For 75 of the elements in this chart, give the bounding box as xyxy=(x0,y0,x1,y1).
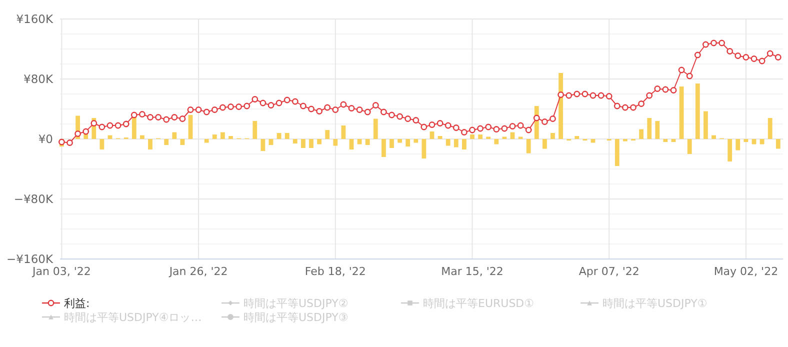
bar xyxy=(542,139,547,149)
y-tick-label: −¥160K xyxy=(6,252,54,266)
bar xyxy=(204,139,209,143)
bar xyxy=(454,139,458,148)
bar xyxy=(776,139,780,149)
bar xyxy=(373,118,378,139)
bar xyxy=(704,111,708,139)
bar xyxy=(494,139,499,144)
bar xyxy=(752,139,756,144)
bar xyxy=(228,136,233,139)
bar xyxy=(526,139,531,154)
bar xyxy=(309,139,314,148)
bar xyxy=(260,139,266,151)
bar xyxy=(349,139,354,150)
bar xyxy=(768,118,772,139)
bar xyxy=(414,139,418,143)
bar xyxy=(728,139,732,162)
bar xyxy=(695,84,700,139)
bar xyxy=(341,126,346,139)
bar xyxy=(712,135,716,139)
bar xyxy=(284,133,290,139)
bar xyxy=(663,139,668,142)
x-tick-label: May 02, '22 xyxy=(714,265,778,278)
bar xyxy=(292,139,298,144)
bar xyxy=(398,139,402,143)
bar xyxy=(148,139,152,150)
x-tick-label: Jan 26, '22 xyxy=(168,265,228,278)
bar xyxy=(647,118,652,139)
bar xyxy=(172,132,177,139)
bar xyxy=(639,129,644,139)
bar xyxy=(276,133,282,139)
bar xyxy=(188,115,193,139)
bar xyxy=(317,139,322,144)
y-tick-label: −¥80K xyxy=(14,192,54,206)
bar xyxy=(679,86,684,139)
bar xyxy=(357,139,362,144)
bar xyxy=(574,136,580,139)
bar xyxy=(462,139,466,150)
bar xyxy=(382,139,386,157)
bar xyxy=(446,139,450,146)
bar xyxy=(671,139,676,142)
x-tick-label: Feb 18, '22 xyxy=(304,265,366,278)
bar xyxy=(744,139,748,142)
bar xyxy=(430,132,434,139)
bar xyxy=(614,139,620,166)
bar xyxy=(760,139,764,144)
bar xyxy=(478,134,482,139)
bar xyxy=(212,134,217,139)
bar xyxy=(268,139,274,145)
bar xyxy=(164,139,169,145)
y-tick-label: ¥160K xyxy=(16,12,54,26)
x-tick-label: Mar 15, '22 xyxy=(441,265,504,278)
bar xyxy=(301,139,306,148)
bar xyxy=(422,139,426,158)
legend-label: 利益: xyxy=(64,297,90,310)
bar xyxy=(438,136,442,139)
x-tick-label: Apr 07, '22 xyxy=(578,265,640,278)
x-tick-label: Jan 03, '22 xyxy=(31,265,91,278)
bar xyxy=(736,139,740,150)
bar xyxy=(406,139,410,146)
y-tick-label: ¥0 xyxy=(38,132,53,146)
bar xyxy=(325,130,330,139)
bar xyxy=(655,121,660,139)
bar xyxy=(590,139,596,143)
bar xyxy=(252,121,258,139)
bar xyxy=(180,139,185,145)
bar xyxy=(220,132,225,139)
bar xyxy=(550,133,555,139)
bar xyxy=(365,139,370,145)
bar xyxy=(333,139,338,146)
bar xyxy=(100,139,104,150)
bar xyxy=(390,139,394,148)
y-tick-label: ¥80K xyxy=(24,72,54,86)
bar xyxy=(140,135,144,139)
bar xyxy=(687,139,692,154)
